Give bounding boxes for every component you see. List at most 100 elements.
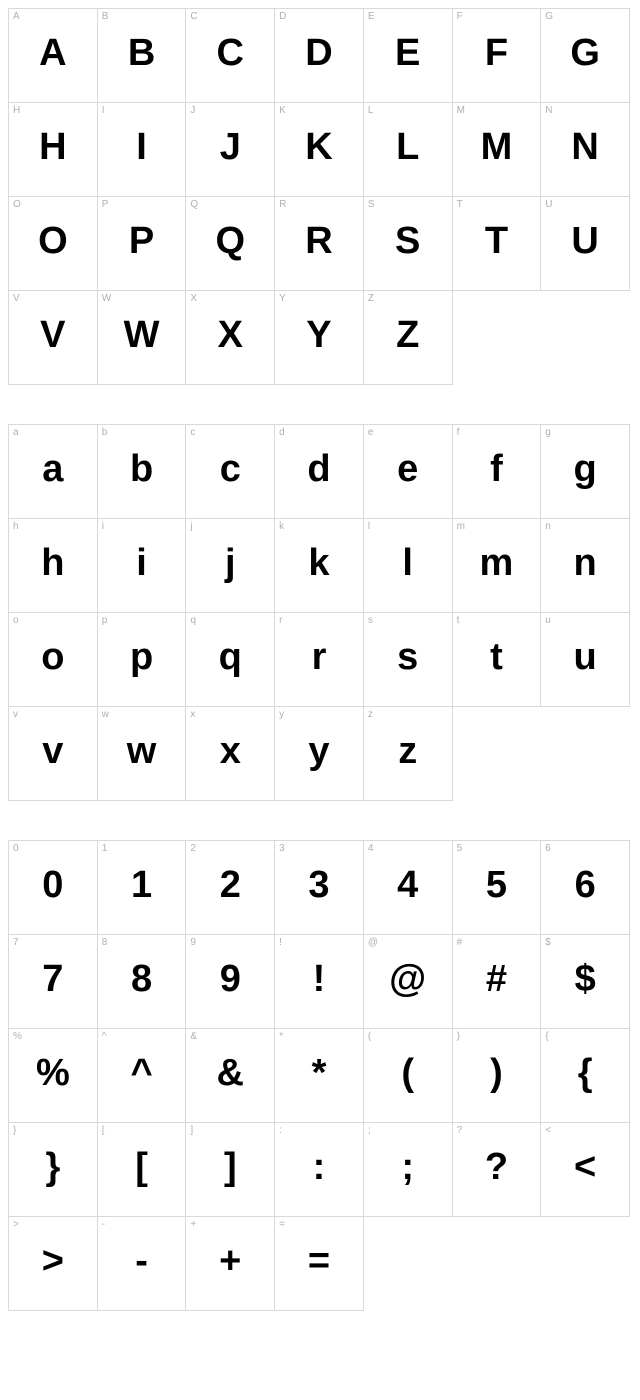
cell-glyph: a [42, 449, 63, 487]
glyph-cell: zz [363, 706, 453, 801]
glyph-cell: ii [97, 518, 187, 613]
cell-glyph: y [308, 731, 329, 769]
glyph-cell: cc [185, 424, 275, 519]
glyph-cell: ZZ [363, 290, 453, 385]
cell-glyph: ; [401, 1147, 414, 1185]
glyph-cell: yy [274, 706, 364, 801]
empty-cell [540, 290, 630, 385]
glyph-cell: >> [8, 1216, 98, 1311]
cell-glyph: b [130, 449, 153, 487]
cell-glyph: F [485, 33, 508, 71]
glyph-cell: mm [452, 518, 542, 613]
cell-glyph: j [225, 543, 236, 581]
cell-glyph: B [128, 33, 155, 71]
cell-label: Q [190, 200, 198, 210]
cell-glyph: 3 [308, 865, 329, 903]
cell-glyph: A [39, 33, 66, 71]
cell-glyph: # [486, 959, 507, 997]
glyph-cell: )) [452, 1028, 542, 1123]
empty-cell [540, 1216, 630, 1311]
cell-glyph: 1 [131, 865, 152, 903]
cell-glyph: l [402, 543, 413, 581]
cell-label: b [102, 428, 108, 438]
cell-label: [ [102, 1126, 105, 1136]
glyph-cell: {{ [540, 1028, 630, 1123]
cell-label: X [190, 294, 197, 304]
cell-label: G [545, 12, 553, 22]
cell-label: - [102, 1220, 105, 1230]
cell-label: t [457, 616, 460, 626]
cell-glyph: K [305, 127, 332, 165]
cell-label: O [13, 200, 21, 210]
cell-glyph: 6 [575, 865, 596, 903]
cell-label: 4 [368, 844, 374, 854]
cell-label: : [279, 1126, 282, 1136]
cell-label: U [545, 200, 552, 210]
cell-glyph: G [570, 33, 600, 71]
empty-cell [452, 1216, 542, 1311]
glyph-cell: && [185, 1028, 275, 1123]
glyph-cell: 66 [540, 840, 630, 935]
empty-cell [452, 706, 542, 801]
cell-label: z [368, 710, 373, 720]
cell-glyph: 4 [397, 865, 418, 903]
cell-label: m [457, 522, 465, 532]
glyph-cell: 11 [97, 840, 187, 935]
glyph-cell: EE [363, 8, 453, 103]
cell-label: K [279, 106, 286, 116]
cell-label: d [279, 428, 285, 438]
cell-glyph: x [220, 731, 241, 769]
glyph-cell: nn [540, 518, 630, 613]
cell-label: p [102, 616, 108, 626]
cell-label: 5 [457, 844, 463, 854]
glyph-cell: 00 [8, 840, 98, 935]
cell-glyph: 9 [220, 959, 241, 997]
cell-glyph: Z [396, 315, 419, 353]
glyph-cell: GG [540, 8, 630, 103]
cell-label: x [190, 710, 195, 720]
cell-glyph: [ [135, 1147, 148, 1185]
cell-glyph: ^ [130, 1053, 152, 1091]
cell-label: g [545, 428, 551, 438]
cell-glyph: R [305, 221, 332, 259]
cell-label: + [190, 1220, 196, 1230]
cell-label: ( [368, 1032, 371, 1042]
glyph-cell: $$ [540, 934, 630, 1029]
glyph-cell: DD [274, 8, 364, 103]
glyph-block-uppercase: AABBCCDDEEFFGGHHIIJJKKLLMMNNOOPPQQRRSSTT… [9, 9, 630, 385]
cell-glyph: e [397, 449, 418, 487]
cell-glyph: p [130, 637, 153, 675]
glyph-cell: WW [97, 290, 187, 385]
cell-label: % [13, 1032, 22, 1042]
cell-glyph: H [39, 127, 66, 165]
cell-label: 9 [190, 938, 196, 948]
glyph-cell: == [274, 1216, 364, 1311]
cell-glyph: + [219, 1241, 241, 1279]
glyph-cell: FF [452, 8, 542, 103]
glyph-cell: aa [8, 424, 98, 519]
cell-label: f [457, 428, 460, 438]
cell-label: L [368, 106, 374, 116]
cell-glyph: = [308, 1241, 330, 1279]
cell-glyph: P [129, 221, 154, 259]
cell-glyph: m [480, 543, 514, 581]
cell-glyph: k [308, 543, 329, 581]
cell-glyph: ? [485, 1147, 508, 1185]
cell-label: F [457, 12, 463, 22]
glyph-cell: VV [8, 290, 98, 385]
cell-glyph: w [127, 731, 157, 769]
glyph-cell: TT [452, 196, 542, 291]
cell-glyph: 2 [220, 865, 241, 903]
glyph-cell: SS [363, 196, 453, 291]
cell-label: E [368, 12, 375, 22]
glyph-cell: << [540, 1122, 630, 1217]
cell-glyph: Q [216, 221, 246, 259]
cell-label: N [545, 106, 552, 116]
glyph-cell: @@ [363, 934, 453, 1029]
cell-label: l [368, 522, 370, 532]
glyph-cell: CC [185, 8, 275, 103]
cell-label: = [279, 1220, 285, 1230]
glyph-cell: !! [274, 934, 364, 1029]
cell-label: I [102, 106, 105, 116]
glyph-cell: ^^ [97, 1028, 187, 1123]
